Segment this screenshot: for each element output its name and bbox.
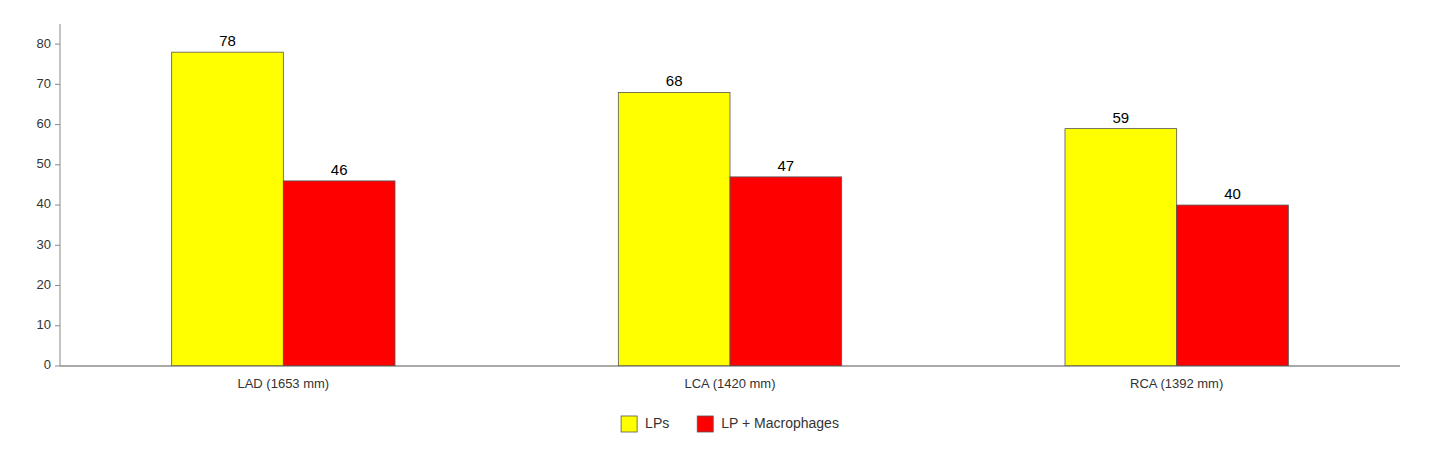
y-tick: [55, 366, 60, 367]
y-tick-label: 50: [37, 156, 51, 171]
data-label: 40: [1224, 185, 1241, 202]
y-tick: [55, 205, 60, 206]
y-axis: 0 10 20 30 40 50 60 70 80: [37, 24, 60, 372]
bar: [283, 181, 395, 366]
legend-swatch: [697, 416, 713, 432]
data-label: 46: [331, 161, 348, 178]
legend-item: LPs: [621, 415, 669, 432]
data-label: 68: [666, 72, 683, 89]
y-tick: [55, 44, 60, 45]
legend-label: LPs: [645, 415, 669, 431]
data-labels: 78 68 59 46 47 40: [219, 32, 1241, 202]
data-label: 78: [219, 32, 236, 49]
y-tick-label: 0: [44, 357, 51, 372]
y-axis-line: [60, 24, 61, 366]
legend-swatch: [621, 416, 637, 432]
y-tick: [55, 84, 60, 85]
y-tick-label: 10: [37, 317, 51, 332]
x-axis: LAD (1653 mm) LCA (1420 mm) RCA (1392 mm): [60, 366, 1400, 391]
x-tick-label: RCA (1392 mm): [1130, 376, 1223, 391]
chart-container: 0 10 20 30 40 50 60 70 80 78 68 59 46 47 40 LAD (1653 m…: [0, 0, 1430, 462]
y-tick: [55, 245, 60, 246]
y-tick-label: 60: [37, 116, 51, 131]
bar: [172, 52, 284, 366]
data-label: 59: [1112, 109, 1129, 126]
chart-svg: 0 10 20 30 40 50 60 70 80 78 68 59 46 47 40 LAD (1653 m…: [0, 0, 1430, 462]
y-tick-label: 70: [37, 76, 51, 91]
legend-label: LP + Macrophages: [721, 415, 839, 431]
bar: [1177, 205, 1289, 366]
y-tick: [55, 124, 60, 125]
x-tick-label: LAD (1653 mm): [237, 376, 329, 391]
y-tick: [55, 164, 60, 165]
y-tick-label: 20: [37, 277, 51, 292]
y-tick: [55, 325, 60, 326]
bar: [618, 92, 730, 366]
legend: LPs LP + Macrophages: [621, 415, 839, 432]
y-tick-label: 80: [37, 36, 51, 51]
bars: [172, 52, 1289, 366]
bar: [730, 177, 842, 366]
legend-item: LP + Macrophages: [697, 415, 839, 432]
x-tick-label: LCA (1420 mm): [684, 376, 775, 391]
bar: [1065, 129, 1177, 366]
x-axis-line: [60, 365, 1400, 366]
y-tick-label: 30: [37, 237, 51, 252]
data-label: 47: [777, 157, 794, 174]
y-tick-label: 40: [37, 196, 51, 211]
y-tick: [55, 285, 60, 286]
